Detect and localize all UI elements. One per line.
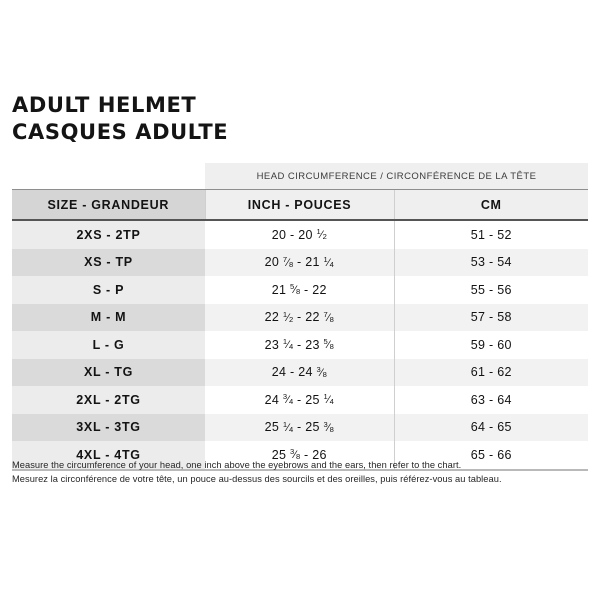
fraction-glyph: 7⁄8 [323,309,334,324]
table-body: 2XS - 2TP 20 - 20 1⁄2 51 - 52 XS - TP 20… [12,220,588,471]
cell-cm: 55 - 56 [393,276,588,304]
column-header-size: SIZE - GRANDEUR [12,189,205,221]
table-row: 3XL - 3TG 25 1⁄4 - 25 3⁄8 64 - 65 [12,413,588,441]
footnote: Measure the circumference of your head, … [12,459,588,486]
cell-size: 4XL - 4TG [12,441,205,471]
title-french: CASQUES ADULTE [12,120,229,144]
column-header-inch: INCH - POUCES [204,189,394,221]
cell-inch: 25 1⁄4 - 25 3⁄8 [205,413,394,441]
fraction-glyph: 7⁄8 [282,254,294,269]
size-chart-table: HEAD CIRCUMFERENCE / CIRCONFÉRENCE DE LA… [12,163,588,471]
page-title: ADULT HELMET CASQUES ADULTE [12,92,572,146]
cell-cm: 59 - 60 [393,331,588,359]
group-header-spacer [12,163,205,190]
cell-cm: 51 - 52 [393,220,588,249]
title-english: ADULT HELMET [12,93,197,117]
table-header: HEAD CIRCUMFERENCE / CIRCONFÉRENCE DE LA… [12,163,588,221]
column-header-cm: CM [393,189,588,221]
fraction-glyph: 1⁄4 [323,392,334,407]
size-chart-table-wrapper: HEAD CIRCUMFERENCE / CIRCONFÉRENCE DE LA… [12,163,588,471]
table-row: 2XL - 2TG 24 3⁄4 - 25 1⁄4 63 - 64 [12,386,588,414]
fraction-glyph: 3⁄8 [289,447,301,462]
cell-inch: 24 3⁄4 - 25 1⁄4 [205,386,394,414]
cell-cm: 57 - 58 [393,303,588,331]
group-header-head-circumference: HEAD CIRCUMFERENCE / CIRCONFÉRENCE DE LA… [205,163,588,190]
footnote-french: Mesurez la circonférence de votre tête, … [12,473,502,484]
cell-inch: 24 - 24 3⁄8 [205,358,394,386]
cell-inch: 22 1⁄2 - 22 7⁄8 [205,303,394,331]
cell-inch: 20 - 20 1⁄2 [205,220,394,249]
cell-inch: 21 5⁄8 - 22 [205,276,394,304]
table-row: S - P 21 5⁄8 - 22 55 - 56 [12,276,588,304]
table-row: XL - TG 24 - 24 3⁄8 61 - 62 [12,358,588,386]
cell-size: L - G [12,331,205,359]
fraction-glyph: 1⁄2 [282,309,294,324]
fraction-glyph: 3⁄4 [282,392,294,407]
table-row: L - G 23 1⁄4 - 23 5⁄8 59 - 60 [12,331,588,359]
table-row: 2XS - 2TP 20 - 20 1⁄2 51 - 52 [12,220,588,249]
fraction-glyph: 1⁄2 [316,227,327,242]
table-row: XS - TP 20 7⁄8 - 21 1⁄4 53 - 54 [12,248,588,276]
fraction-glyph: 1⁄4 [282,419,294,434]
cell-inch: 25 3⁄8 - 26 [205,441,394,471]
cell-cm: 63 - 64 [393,386,588,414]
column-header-row: SIZE - GRANDEUR INCH - POUCES CM [12,189,588,221]
fraction-glyph: 1⁄4 [282,337,294,352]
cell-cm: 61 - 62 [393,358,588,386]
table-row: M - M 22 1⁄2 - 22 7⁄8 57 - 58 [12,303,588,331]
cell-size: 2XL - 2TG [12,386,205,414]
cell-size: M - M [12,303,205,331]
fraction-glyph: 1⁄4 [323,254,334,269]
fraction-glyph: 3⁄8 [323,419,334,434]
cell-size: XL - TG [12,358,205,386]
cell-inch: 20 7⁄8 - 21 1⁄4 [205,248,394,276]
group-header-row: HEAD CIRCUMFERENCE / CIRCONFÉRENCE DE LA… [12,163,588,190]
fraction-glyph: 5⁄8 [323,337,334,352]
footnote-english: Measure the circumference of your head, … [12,460,462,470]
cell-cm: 65 - 66 [393,441,588,471]
cell-cm: 64 - 65 [393,413,588,441]
cell-size: XS - TP [12,248,205,276]
cell-size: S - P [12,276,205,304]
cell-inch: 23 1⁄4 - 23 5⁄8 [205,331,394,359]
fraction-glyph: 3⁄8 [316,364,327,379]
fraction-glyph: 5⁄8 [289,282,301,297]
table-row: 4XL - 4TG 25 3⁄8 - 26 65 - 66 [12,441,588,471]
cell-size: 2XS - 2TP [12,220,205,249]
cell-cm: 53 - 54 [393,248,588,276]
cell-size: 3XL - 3TG [12,413,205,441]
